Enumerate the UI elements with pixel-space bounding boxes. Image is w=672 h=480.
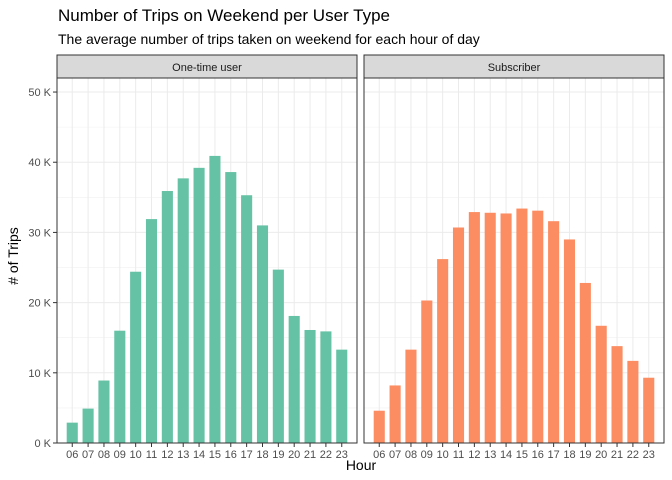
bar bbox=[82, 408, 94, 443]
x-tick-label: 19 bbox=[272, 449, 284, 461]
bar bbox=[563, 239, 576, 443]
x-tick-label: 09 bbox=[114, 449, 126, 461]
x-tick-label: 07 bbox=[82, 449, 94, 461]
bar bbox=[373, 410, 385, 443]
chart-title: Number of Trips on Weekend per User Type bbox=[58, 6, 390, 25]
bar bbox=[114, 330, 126, 443]
x-tick-label: 23 bbox=[643, 449, 655, 461]
bar bbox=[304, 329, 316, 443]
x-tick-label: 18 bbox=[563, 449, 575, 461]
bar bbox=[516, 208, 528, 443]
chart-subtitle: The average number of trips taken on wee… bbox=[58, 31, 480, 47]
bar bbox=[452, 227, 465, 443]
bar bbox=[421, 300, 433, 443]
bar bbox=[98, 380, 110, 443]
bar bbox=[130, 271, 142, 443]
y-tick-label: 40 K bbox=[28, 157, 51, 169]
x-tick-label: 08 bbox=[98, 449, 110, 461]
x-axis-title: Hour bbox=[346, 457, 377, 473]
facet-strip-label: One-time user bbox=[172, 62, 242, 74]
y-tick-label: 10 K bbox=[28, 368, 51, 380]
bar bbox=[595, 325, 607, 443]
bar bbox=[256, 225, 269, 443]
bar bbox=[320, 331, 332, 443]
x-tick-label: 07 bbox=[389, 449, 401, 461]
bar bbox=[336, 349, 348, 443]
panel-border bbox=[363, 77, 665, 444]
x-tick-label: 12 bbox=[161, 449, 173, 461]
x-tick-label: 16 bbox=[225, 449, 237, 461]
x-tick-label: 13 bbox=[177, 449, 189, 461]
x-tick-label: 14 bbox=[500, 449, 512, 461]
x-tick-label: 12 bbox=[468, 449, 480, 461]
y-tick-label: 50 K bbox=[28, 87, 51, 99]
x-tick-label: 08 bbox=[405, 449, 417, 461]
x-tick-label: 10 bbox=[130, 449, 142, 461]
bar bbox=[193, 167, 205, 443]
x-tick-label: 13 bbox=[484, 449, 496, 461]
x-tick-label: 16 bbox=[532, 449, 544, 461]
x-tick-label: 14 bbox=[193, 449, 205, 461]
x-tick-label: 19 bbox=[579, 449, 591, 461]
bar bbox=[500, 213, 512, 443]
panel-border bbox=[56, 77, 358, 444]
bar bbox=[548, 221, 560, 443]
y-tick-label: 20 K bbox=[28, 298, 51, 310]
bar bbox=[579, 282, 591, 443]
bar bbox=[209, 155, 221, 444]
x-tick-label: 15 bbox=[209, 449, 221, 461]
x-tick-label: 06 bbox=[66, 449, 78, 461]
x-tick-label: 20 bbox=[595, 449, 607, 461]
bar bbox=[611, 346, 623, 443]
y-tick-label: 30 K bbox=[28, 227, 51, 239]
bar bbox=[484, 212, 496, 443]
bar bbox=[389, 385, 401, 443]
x-tick-label: 20 bbox=[288, 449, 300, 461]
bar bbox=[177, 178, 189, 443]
x-tick-label: 22 bbox=[320, 449, 332, 461]
x-tick-label: 23 bbox=[336, 449, 348, 461]
x-tick-label: 17 bbox=[548, 449, 560, 461]
bar bbox=[627, 360, 639, 443]
bar bbox=[532, 210, 544, 443]
y-tick-label: 0 K bbox=[34, 438, 51, 450]
x-tick-label: 09 bbox=[421, 449, 433, 461]
bar bbox=[643, 377, 655, 443]
x-tick-label: 11 bbox=[146, 449, 157, 461]
bar bbox=[225, 172, 237, 444]
x-tick-label: 21 bbox=[304, 449, 316, 461]
x-tick-label: 10 bbox=[437, 449, 449, 461]
x-tick-label: 21 bbox=[611, 449, 623, 461]
bar bbox=[468, 212, 480, 443]
facet-strip-label: Subscriber bbox=[488, 62, 541, 74]
bar bbox=[272, 269, 284, 443]
bar bbox=[405, 349, 417, 443]
x-tick-label: 06 bbox=[373, 449, 385, 461]
bar bbox=[288, 315, 300, 443]
x-tick-label: 22 bbox=[627, 449, 639, 461]
x-tick-label: 18 bbox=[256, 449, 268, 461]
y-axis-title: # of Trips bbox=[5, 227, 21, 285]
bar bbox=[241, 195, 253, 443]
bar bbox=[437, 259, 449, 443]
bar bbox=[145, 219, 158, 443]
x-tick-label: 17 bbox=[241, 449, 253, 461]
bar bbox=[66, 422, 78, 443]
bar bbox=[161, 191, 173, 443]
x-tick-label: 11 bbox=[453, 449, 464, 461]
x-tick-label: 15 bbox=[516, 449, 528, 461]
